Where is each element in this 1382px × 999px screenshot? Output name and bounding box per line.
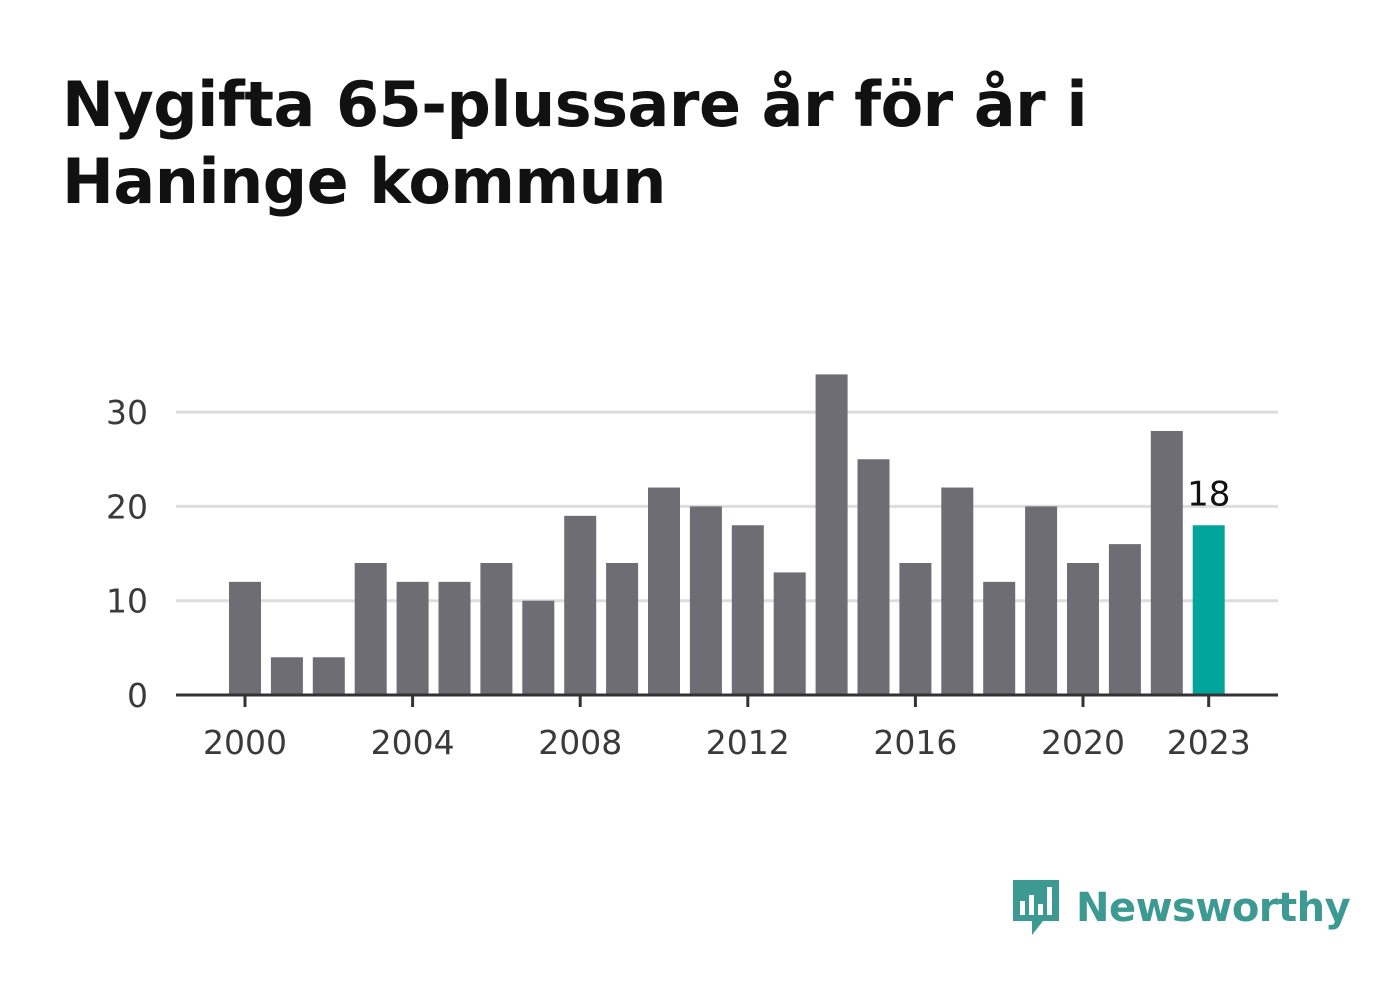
bar-2016 [899,562,932,695]
y-tick-label-10: 10 [106,582,148,621]
bar-2004 [396,581,429,695]
bar-2005 [438,581,471,695]
bar-2010 [648,487,680,695]
data-labels: 18 [1187,474,1230,514]
x-tick-label-2023: 2023 [1167,723,1251,762]
brand-name: Newsworthy [1076,885,1351,931]
x-tick-labels: 2000 2004 2008 2012 2016 2020 2023 [203,723,1251,762]
bar-2019 [1025,506,1058,695]
bar-2008 [564,515,597,695]
bar-2022 [1150,430,1183,695]
bar-2014 [815,374,848,695]
bar-2015 [857,459,890,695]
bars [229,374,1225,695]
bar-2007 [522,600,555,695]
bar-2013 [773,572,806,695]
y-tick-label-0: 0 [127,676,148,715]
chart-title: Nygifta 65-plussare år för år i Haninge … [62,68,1088,218]
y-tick-labels: 0 10 20 30 [106,393,148,715]
bar-2009 [606,562,639,695]
bar-2021 [1108,544,1141,695]
data-label-2023: 18 [1187,474,1230,514]
x-tick-label-2000: 2000 [203,723,287,762]
y-tick-label-30: 30 [106,393,148,432]
newsworthy-bar-chart-speech-bubble-icon [1013,880,1059,935]
bar-2003 [354,562,387,695]
bar-2011 [689,506,722,695]
x-tick-label-2008: 2008 [538,723,622,762]
bar-2006 [480,562,513,695]
x-tick-label-2012: 2012 [706,723,790,762]
newsworthy-logo: Newsworthy [1010,876,1351,940]
x-tick-label-2016: 2016 [873,723,957,762]
bar-2002 [312,657,345,695]
bar-2017 [941,487,974,695]
y-tick-label-20: 20 [106,487,148,526]
bar-2018 [983,581,1016,695]
x-tick-label-2020: 2020 [1041,723,1125,762]
bar-2000 [229,581,261,695]
bar-2023 [1192,525,1225,695]
x-tick-label-2004: 2004 [371,723,455,762]
bar-2001 [270,657,303,695]
x-axis [176,693,1278,707]
bar-2012 [731,525,764,695]
bar-2020 [1067,562,1099,695]
